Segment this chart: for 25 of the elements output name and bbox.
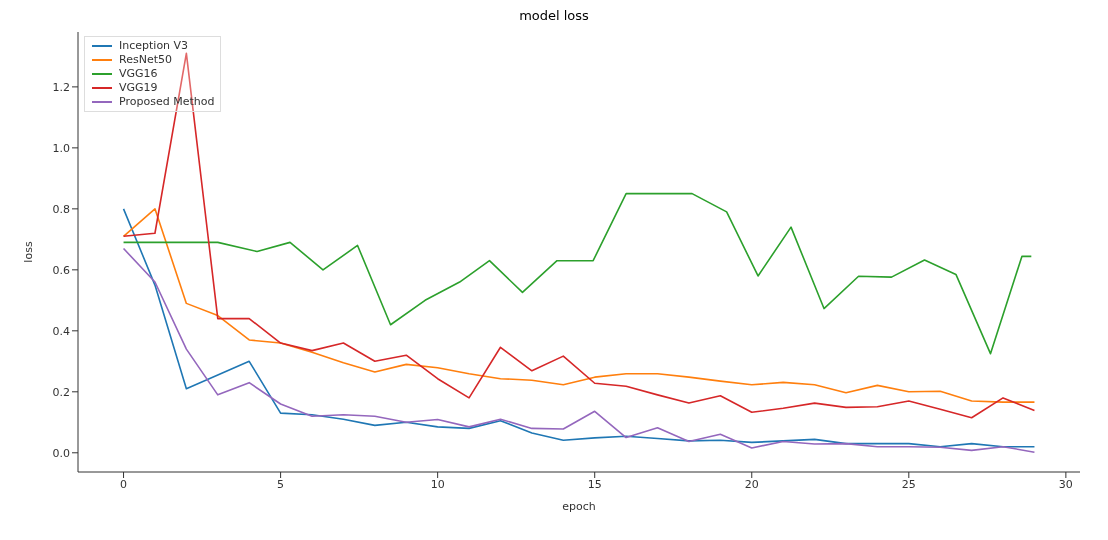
x-tick-label: 0 [120, 477, 128, 491]
line-series [122, 208, 1036, 448]
legend-label: Inception V3 [119, 39, 189, 53]
x-tick-label: 5 [277, 477, 285, 491]
y-axis-title: loss [21, 241, 35, 263]
line-series [122, 192, 1033, 355]
y-tick-label: 0.6 [52, 263, 70, 277]
chart-title: model loss [518, 8, 590, 25]
legend-label: ResNet50 [119, 53, 172, 67]
y-tick-label: 1.0 [52, 141, 70, 155]
x-tick-label: 25 [901, 477, 916, 491]
x-tick-label: 20 [744, 477, 759, 491]
legend-label: VGG16 [119, 67, 158, 81]
line-series [122, 208, 1036, 403]
y-tick-label: 0.4 [52, 324, 70, 338]
legend-label: VGG19 [119, 81, 158, 95]
x-tick-label: 30 [1058, 477, 1073, 491]
y-tick-label: 1.2 [52, 80, 70, 94]
y-tick-label: 0.2 [52, 385, 70, 399]
x-tick-label: 10 [430, 477, 445, 491]
x-tick-label: 15 [587, 477, 602, 491]
x-axis-title: epoch [562, 500, 596, 513]
line-series [122, 247, 1036, 453]
y-tick-label: 0.0 [52, 446, 70, 460]
y-tick-label: 0.8 [52, 202, 70, 216]
